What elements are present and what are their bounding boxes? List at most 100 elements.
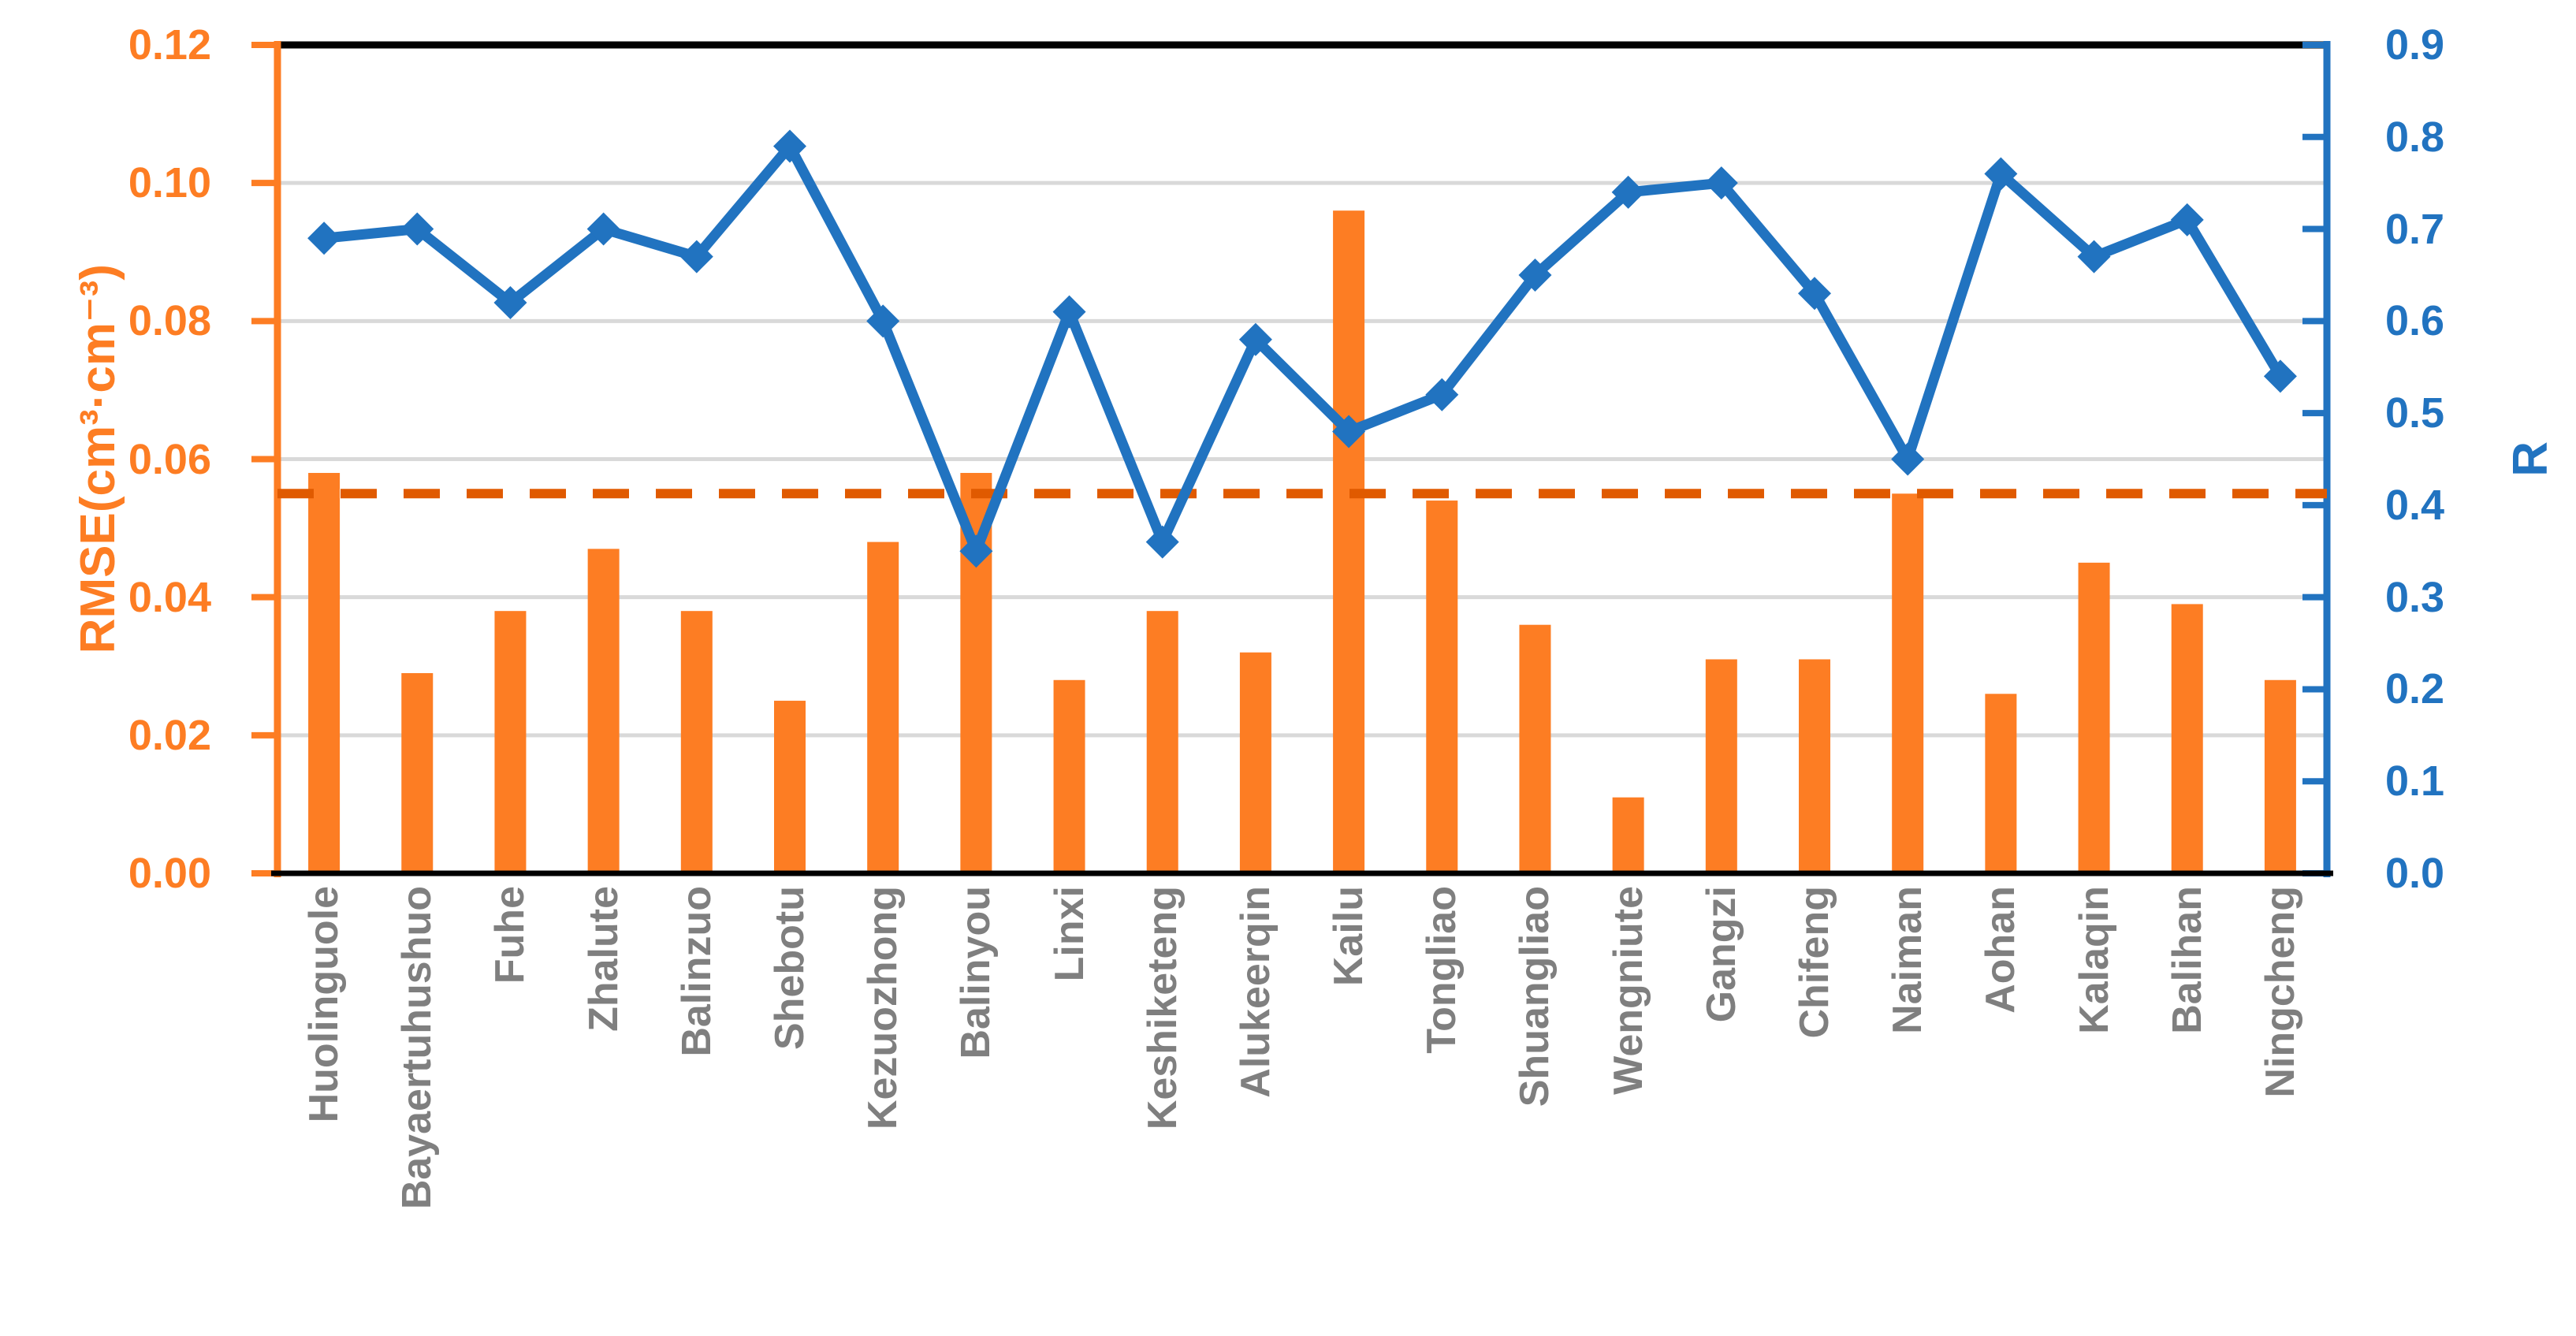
- category-label-text: Shuangliao: [1512, 886, 1558, 1107]
- marker-kalaqin: [2077, 240, 2111, 274]
- category-label-balinyou: Balinyou: [929, 886, 1022, 1331]
- right-axis-title-text: R: [2503, 441, 2558, 477]
- category-label-balinzuo: Balinzuo: [650, 886, 743, 1331]
- bar-bayaertuhushuo: [401, 673, 434, 873]
- right-axis-tick-label: 0.0: [2385, 850, 2445, 897]
- right-axis-tick-label: 0.6: [2385, 297, 2445, 345]
- category-label-kailu: Kailu: [1302, 886, 1395, 1331]
- marker-aohan: [1984, 157, 2018, 191]
- category-label-text: Linxi: [1046, 886, 1093, 982]
- category-label-ningcheng: Ningcheng: [2234, 886, 2327, 1331]
- left-axis-tick-label: 0.12: [128, 21, 211, 69]
- marker-fuhe: [493, 285, 527, 319]
- left-axis-tick-label: 0.08: [128, 297, 211, 345]
- bar-balihan: [2171, 604, 2203, 873]
- category-label-text: Zhalute: [580, 886, 627, 1032]
- marker-ningcheng: [2263, 359, 2297, 393]
- category-label-linxi: Linxi: [1022, 886, 1115, 1331]
- marker-gangzi: [1704, 166, 1738, 200]
- bar-tongliao: [1426, 501, 1458, 873]
- marker-kailu: [1332, 415, 1366, 448]
- bar-chifeng: [1799, 659, 1830, 873]
- category-label-text: Balinyou: [953, 886, 1000, 1059]
- category-label-text: Gangzi: [1698, 886, 1744, 1023]
- bar-kezuozhong: [867, 541, 899, 873]
- category-label-aohan: Aohan: [1954, 886, 2047, 1331]
- marker-wengniute: [1611, 175, 1645, 209]
- bar-gangzi: [1705, 659, 1737, 873]
- category-label-text: Ningcheng: [2257, 886, 2303, 1098]
- left-axis-tick-label: 0.02: [128, 711, 211, 759]
- category-label-text: Kalaqin: [2071, 886, 2117, 1034]
- marker-bayaertuhushuo: [400, 212, 434, 246]
- category-label-text: Balihan: [2164, 886, 2210, 1034]
- marker-balihan: [2170, 203, 2204, 236]
- category-label-text: Shebotu: [766, 886, 813, 1050]
- right-axis-title: R: [2491, 45, 2570, 873]
- category-label-chifeng: Chifeng: [1768, 886, 1861, 1331]
- category-label-keshiketeng: Keshiketeng: [1116, 886, 1209, 1331]
- bar-kalaqin: [2078, 562, 2110, 873]
- right-axis-tick-label: 0.2: [2385, 665, 2445, 713]
- bar-huolinguole: [308, 473, 341, 873]
- category-label-kezuozhong: Kezuozhong: [836, 886, 929, 1331]
- category-label-gangzi: Gangzi: [1675, 886, 1768, 1331]
- marker-keshiketeng: [1145, 525, 1179, 559]
- category-label-balihan: Balihan: [2141, 886, 2234, 1331]
- marker-alukeerqin: [1238, 322, 1272, 356]
- bar-wengniute: [1612, 797, 1644, 873]
- marker-zhalute: [586, 212, 620, 246]
- right-axis-tick-label: 0.8: [2385, 113, 2445, 161]
- category-label-text: Huolinguole: [301, 886, 348, 1123]
- category-label-zhalute: Zhalute: [557, 886, 650, 1331]
- category-label-text: Naiman: [1885, 886, 1931, 1034]
- category-label-text: Wengniute: [1605, 886, 1651, 1095]
- bar-shebotu: [774, 701, 806, 873]
- marker-tongliao: [1425, 378, 1459, 411]
- right-axis-tick-label: 0.1: [2385, 757, 2445, 806]
- bar-fuhe: [494, 611, 527, 873]
- bar-naiman: [1892, 493, 1924, 873]
- left-axis-tick-label: 0.00: [128, 850, 211, 897]
- category-label-text: Aohan: [1978, 886, 2024, 1014]
- category-label-text: Kezuozhong: [860, 886, 906, 1130]
- bar-shuangliao: [1519, 624, 1551, 873]
- right-axis-tick-label: 0.5: [2385, 389, 2445, 437]
- marker-shebotu: [773, 129, 806, 163]
- category-label-text: Chifeng: [1791, 886, 1837, 1039]
- category-label-shebotu: Shebotu: [743, 886, 836, 1331]
- marker-kezuozhong: [866, 304, 900, 338]
- bar-aohan: [1985, 694, 2017, 873]
- category-label-text: Kailu: [1326, 886, 1372, 987]
- right-axis-tick-label: 0.7: [2385, 205, 2445, 253]
- left-axis-tick-label: 0.04: [128, 573, 211, 621]
- category-label-alukeerqin: Alukeerqin: [1209, 886, 1302, 1331]
- category-label-text: Bayaertuhushuo: [394, 886, 441, 1210]
- bar-kailu: [1333, 210, 1365, 873]
- category-label-text: Balinzuo: [673, 886, 720, 1057]
- bar-zhalute: [587, 549, 620, 873]
- category-label-shuangliao: Shuangliao: [1488, 886, 1581, 1331]
- marker-linxi: [1052, 295, 1086, 329]
- left-axis-tick-label: 0.06: [128, 435, 211, 483]
- marker-shuangliao: [1518, 258, 1552, 292]
- bar-keshiketeng: [1146, 611, 1178, 873]
- left-axis-tick-label: 0.10: [128, 159, 211, 207]
- category-label-tongliao: Tongliao: [1395, 886, 1488, 1331]
- category-label-text: Alukeerqin: [1232, 886, 1279, 1098]
- category-label-wengniute: Wengniute: [1582, 886, 1675, 1331]
- category-label-naiman: Naiman: [1861, 886, 1954, 1331]
- bar-alukeerqin: [1239, 652, 1271, 873]
- category-label-kalaqin: Kalaqin: [2047, 886, 2140, 1331]
- category-label-text: Keshiketeng: [1139, 886, 1186, 1130]
- marker-huolinguole: [307, 221, 341, 255]
- bar-linxi: [1053, 679, 1085, 873]
- marker-chifeng: [1798, 277, 1831, 311]
- bar-balinzuo: [680, 611, 713, 873]
- right-axis-tick-label: 0.3: [2385, 573, 2445, 621]
- category-label-bayaertuhushuo: Bayaertuhushuo: [370, 886, 463, 1331]
- marker-balinyou: [959, 534, 993, 568]
- r-line: [318, 140, 2286, 556]
